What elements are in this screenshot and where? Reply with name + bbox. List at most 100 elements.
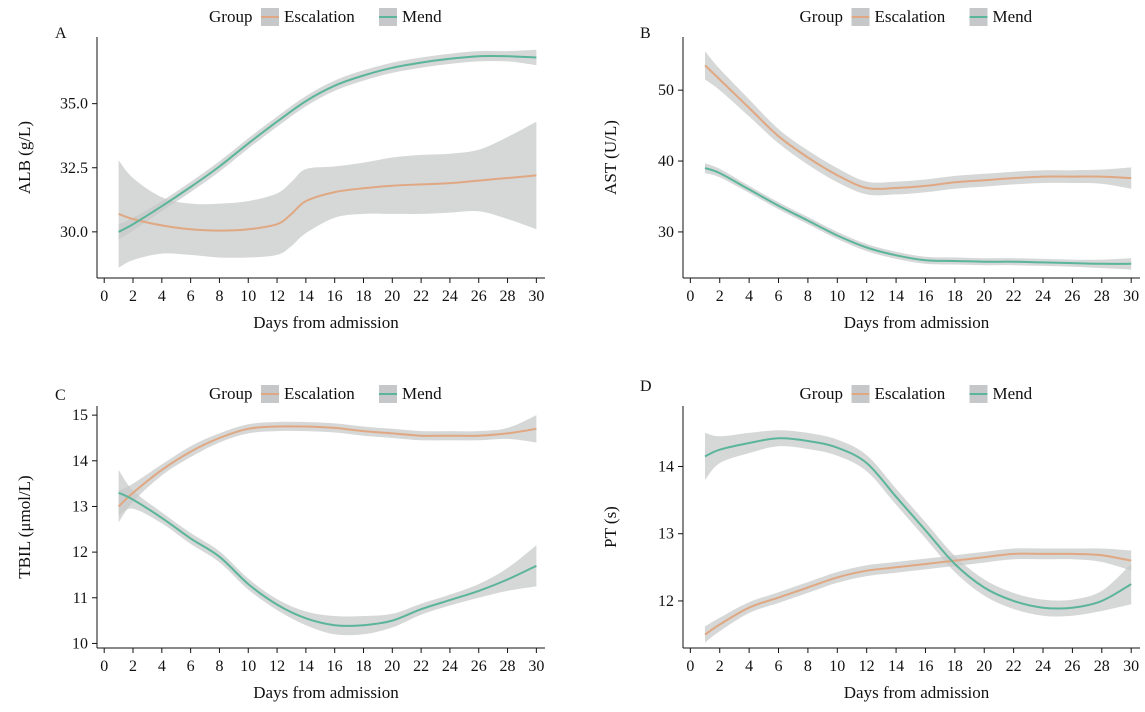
- x-axis-label: Days from admission: [844, 683, 990, 702]
- x-tick-label: 0: [100, 658, 108, 675]
- x-tick-label: 2: [716, 658, 724, 675]
- x-tick-label: 28: [1094, 658, 1110, 675]
- x-tick-label: 8: [804, 658, 812, 675]
- x-tick-label: 8: [215, 658, 223, 675]
- x-tick-label: 4: [158, 658, 166, 675]
- x-tick-label: 12: [859, 288, 875, 305]
- y-tick-label: 12: [658, 593, 674, 610]
- x-tick-label: 14: [298, 288, 314, 305]
- panel-label: B: [640, 25, 651, 42]
- y-tick-label: 11: [73, 590, 88, 607]
- legend-label-escalation: Escalation: [284, 384, 355, 403]
- x-tick-label: 2: [716, 288, 724, 305]
- x-tick-label: 6: [187, 658, 195, 675]
- x-tick-label: 14: [888, 288, 904, 305]
- x-tick-label: 30: [528, 658, 544, 675]
- x-tick-label: 20: [976, 288, 992, 305]
- y-tick-label: 12: [72, 544, 88, 561]
- x-tick-label: 16: [327, 658, 343, 675]
- ci-band-mend: [118, 469, 537, 636]
- legend-key-escalation: [851, 8, 870, 26]
- series-line-mend: [118, 491, 537, 627]
- x-tick-label: 18: [355, 288, 371, 305]
- x-tick-label: 18: [355, 658, 371, 675]
- y-tick-label: 13: [658, 526, 674, 543]
- x-axis-label: Days from admission: [844, 313, 990, 332]
- legend-label-mend: Mend: [993, 7, 1033, 26]
- x-tick-label: 8: [215, 288, 223, 305]
- x-tick-label: 12: [269, 288, 285, 305]
- legend-title: Group: [209, 384, 252, 403]
- x-tick-label: 16: [327, 288, 343, 305]
- x-tick-label: 24: [442, 658, 458, 675]
- panel-a: A30.032.535.00 2 4 6 8 10 12 14 16 18 20 22 24 26 28 30…: [15, 7, 545, 332]
- ci-band-escalation: [118, 415, 537, 523]
- panel-label: A: [55, 25, 67, 42]
- panel-label: D: [640, 378, 652, 395]
- legend-key-escalation: [261, 8, 279, 26]
- x-tick-label: 26: [1064, 288, 1080, 305]
- x-tick-label: 20: [384, 288, 400, 305]
- x-tick-label: 0: [100, 288, 108, 305]
- x-tick-label: 4: [158, 288, 166, 305]
- x-tick-label: 16: [917, 658, 933, 675]
- legend-key-escalation: [851, 385, 870, 403]
- x-tick-label: 8: [804, 288, 812, 305]
- x-tick-label: 10: [829, 288, 845, 305]
- series-line-escalation: [117, 425, 537, 508]
- y-axis-label: AST (U/L): [601, 120, 620, 195]
- legend-key-escalation: [261, 385, 279, 403]
- y-axis-label: PT (s): [601, 506, 620, 548]
- x-tick-label: 6: [775, 658, 783, 675]
- x-tick-label: 28: [1094, 288, 1110, 305]
- series-line-escalation: [704, 64, 1132, 191]
- series-line-escalation: [118, 174, 537, 232]
- y-tick-label: 10: [72, 635, 88, 652]
- x-tick-label: 10: [829, 658, 845, 675]
- legend-label-escalation: Escalation: [875, 7, 946, 26]
- legend-key-mend: [969, 385, 988, 403]
- legend-title: Group: [209, 7, 252, 26]
- ci-band-mend: [118, 49, 537, 240]
- series-line-mend: [704, 167, 1132, 265]
- y-axis-label: ALB (g/L): [15, 121, 34, 194]
- ci-band-escalation: [705, 51, 1132, 196]
- y-tick-label: 40: [658, 153, 674, 170]
- x-tick-label: 10: [240, 288, 256, 305]
- legend: Group Escalation Mend: [209, 384, 442, 403]
- legend-label-mend: Mend: [402, 7, 442, 26]
- legend-key-mend: [379, 385, 397, 403]
- y-tick-label: 32.5: [60, 160, 88, 177]
- legend-key-mend: [969, 8, 988, 26]
- legend-title: Group: [800, 384, 843, 403]
- series-line-mend: [118, 54, 537, 233]
- x-tick-label: 30: [528, 288, 544, 305]
- legend-label-escalation: Escalation: [284, 7, 355, 26]
- y-tick-label: 50: [658, 82, 674, 99]
- x-axis-label: Days from admission: [253, 313, 399, 332]
- x-tick-label: 0: [686, 658, 694, 675]
- legend-key-mend: [379, 8, 397, 26]
- x-tick-label: 30: [1123, 658, 1139, 675]
- y-tick-label: 35.0: [60, 96, 88, 113]
- x-tick-label: 14: [298, 658, 314, 675]
- x-tick-label: 18: [947, 658, 963, 675]
- x-tick-label: 12: [269, 658, 285, 675]
- x-tick-label: 16: [917, 288, 933, 305]
- x-tick-label: 12: [859, 658, 875, 675]
- x-tick-label: 24: [1035, 288, 1051, 305]
- x-tick-label: 30: [1123, 288, 1139, 305]
- panel-label: C: [55, 387, 66, 404]
- y-tick-label: 14: [658, 459, 674, 476]
- x-tick-label: 14: [888, 658, 904, 675]
- x-tick-label: 6: [775, 288, 783, 305]
- x-tick-label: 20: [976, 658, 992, 675]
- ci-band-escalation: [705, 548, 1132, 643]
- x-tick-label: 22: [413, 658, 429, 675]
- y-tick-label: 15: [72, 407, 88, 424]
- y-tick-label: 30.0: [60, 224, 88, 241]
